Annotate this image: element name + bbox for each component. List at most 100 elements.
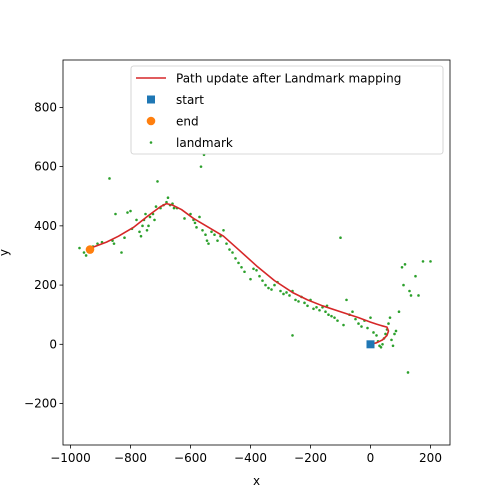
landmark-point: [108, 177, 111, 180]
landmark-point: [279, 289, 282, 293]
landmark-point: [394, 329, 398, 333]
landmark-point: [282, 292, 285, 296]
landmark-point: [393, 332, 396, 336]
landmark-point: [408, 289, 411, 293]
legend-label: end: [176, 115, 199, 129]
landmark-point: [273, 283, 276, 287]
landmark-point: [231, 251, 234, 254]
landmark-point: [199, 165, 203, 168]
landmark-point: [406, 371, 410, 374]
landmark-point: [369, 316, 372, 319]
x-tick-label: −200: [294, 451, 327, 465]
landmark-point: [147, 224, 150, 228]
landmark-point: [228, 248, 231, 251]
landmark-point: [354, 317, 357, 321]
landmark-point: [360, 325, 363, 328]
y-tick-label: 800: [34, 100, 57, 114]
landmark-point: [324, 310, 327, 314]
ticks: −1000 −800 −600 −400 −200 0 200 −200 0 200 400 600 8…: [24, 100, 442, 465]
x-tick-label: −600: [174, 451, 207, 465]
landmark-point: [414, 274, 417, 278]
landmark-point: [342, 323, 345, 327]
landmark-point: [225, 242, 228, 245]
landmark-point: [237, 261, 240, 265]
axes-frame: [62, 59, 451, 446]
legend-label: landmark: [176, 136, 233, 150]
x-tick-label: 0: [367, 451, 375, 465]
landmark-point: [156, 180, 159, 183]
landmark-point: [315, 305, 318, 309]
landmark-point: [216, 239, 219, 242]
landmark-point: [379, 345, 383, 349]
landmark-point: [193, 221, 197, 225]
landmark-point: [267, 286, 270, 290]
y-tick-label: 400: [34, 219, 57, 233]
landmark-point: [243, 270, 246, 274]
landmark-point: [333, 316, 336, 319]
landmark-point: [388, 316, 392, 319]
landmark-point: [205, 239, 209, 242]
landmark-point: [351, 310, 354, 314]
landmark-point: [189, 212, 192, 216]
landmark-point: [258, 274, 261, 278]
landmark-point: [145, 228, 149, 232]
landmark-point: [387, 322, 390, 325]
landmark-point: [421, 260, 425, 263]
landmark-point: [240, 266, 243, 269]
y-tick-label: 0: [49, 337, 57, 351]
legend-landmark-handle: [149, 141, 153, 144]
landmark-point: [403, 263, 407, 266]
end-marker: [85, 245, 95, 254]
x-axis-label: x: [253, 474, 260, 488]
landmark-point: [144, 212, 147, 216]
landmark-point: [96, 242, 99, 245]
landmark-point: [201, 228, 204, 232]
legend-end-handle: [146, 116, 156, 126]
landmark-point: [288, 294, 291, 297]
landmark-point: [204, 233, 207, 237]
landmark-point: [285, 291, 288, 294]
landmark-point: [397, 310, 401, 314]
x-tick-label: −800: [114, 451, 147, 465]
landmark-point: [318, 308, 321, 312]
landmark-point: [139, 234, 143, 238]
landmark-point: [303, 301, 306, 305]
landmark-point: [252, 267, 255, 271]
legend-box: [130, 65, 444, 155]
landmark-point: [255, 268, 258, 272]
landmark-point: [357, 322, 360, 325]
landmark-point: [172, 206, 176, 210]
landmark-point: [327, 313, 330, 316]
landmark-point: [138, 230, 141, 234]
landmark-point: [222, 228, 225, 232]
landmark-point: [112, 242, 116, 245]
landmark-point: [336, 319, 339, 322]
landmark-point: [400, 266, 404, 269]
landmark-point: [154, 205, 158, 208]
landmark-point: [291, 334, 294, 337]
landmark-point: [183, 217, 186, 220]
landmark-point: [402, 283, 405, 287]
landmark-point: [270, 288, 273, 291]
landmark-point: [148, 215, 152, 219]
landmark-point: [390, 338, 393, 342]
landmark-point: [207, 242, 210, 245]
landmark-point: [114, 212, 117, 216]
landmark-point: [297, 300, 300, 303]
legend-label: start: [176, 93, 204, 107]
landmark-point: [306, 304, 309, 308]
plot-contents: [78, 153, 432, 374]
landmark-point: [129, 209, 132, 213]
landmark-point: [234, 257, 237, 260]
landmark-point: [126, 211, 129, 214]
landmark-point: [135, 218, 138, 222]
landmark-point: [345, 298, 348, 302]
legend-label: Path update after Landmark mapping: [176, 72, 401, 86]
landmark-point: [84, 254, 88, 257]
landmark-point: [166, 196, 170, 200]
legend-start-handle: [147, 95, 155, 104]
x-tick-label: −1000: [50, 451, 91, 465]
landmark-point: [409, 294, 413, 297]
axes: [62, 59, 451, 446]
